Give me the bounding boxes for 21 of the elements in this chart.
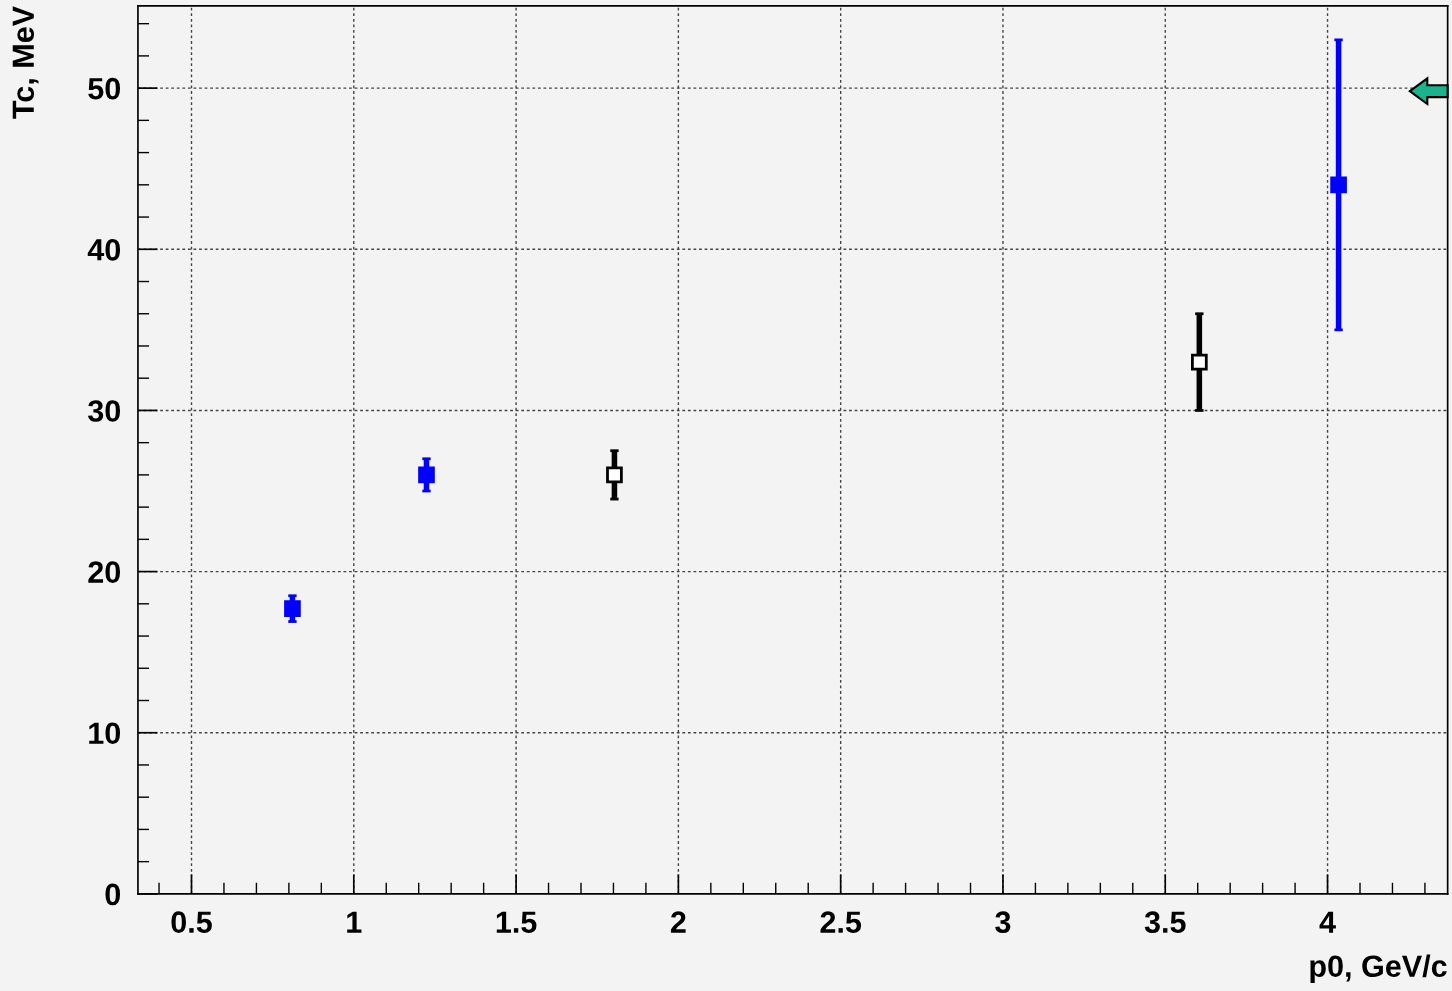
point bbox=[606, 466, 623, 484]
y-axis-title: Tc, MeV bbox=[12, 6, 39, 119]
point bbox=[1191, 353, 1208, 371]
y-tick-label: 10 bbox=[89, 722, 121, 745]
point bbox=[1330, 176, 1347, 194]
y-tick-label: 20 bbox=[88, 561, 121, 583]
x-tick-label: 3.5 bbox=[1144, 911, 1186, 934]
x-axis-title: p0, GeV/c bbox=[1310, 954, 1447, 984]
point bbox=[418, 466, 435, 484]
x-tick-label: 1 bbox=[347, 911, 362, 933]
x-tick-label: 2 bbox=[670, 911, 686, 933]
x-tick-label: 2.5 bbox=[820, 911, 862, 933]
point bbox=[284, 600, 301, 617]
x-tick-label: 0.5 bbox=[171, 911, 212, 933]
x-tick-label: 1.5 bbox=[496, 911, 537, 933]
x-tick-label: 3 bbox=[995, 911, 1011, 934]
y-tick-label: 0 bbox=[105, 883, 121, 906]
y-tick-label: 40 bbox=[87, 239, 121, 261]
y-tick-label: 30 bbox=[87, 400, 121, 422]
y-tick-label: 50 bbox=[88, 77, 121, 100]
x-tick-label: 4 bbox=[1319, 911, 1336, 933]
